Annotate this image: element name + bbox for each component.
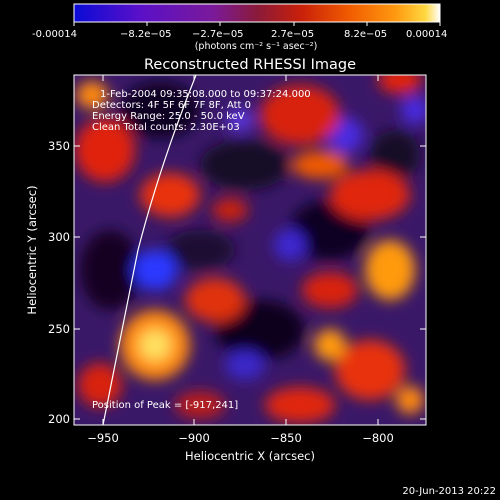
y-tick-label: 250 [48,322,70,336]
colorbar-tick-label: 8.2e−05 [344,29,387,40]
x-axis-label: Heliocentric X (arcsec) [185,449,315,463]
footer-timestamp: 20-Jun-2013 20:22 [402,486,496,497]
rhessi-image [74,75,426,425]
y-axis-label: Heliocentric Y (arcsec) [25,185,39,314]
colorbar-ticks [73,22,441,26]
plot-title: Reconstructed RHESSI Image [144,57,356,73]
colorbar-unit-label: (photons cm⁻² s⁻¹ asec⁻²) [195,41,318,52]
colorbar [73,3,441,23]
info-detectors: Detectors: 4F 5F 6F 7F 8F, Att 0 [92,100,251,111]
colorbar-tick-label: 0.00014 [406,29,447,40]
colorbar-tick-label: −8.2e−05 [120,29,172,40]
y-axis-ticks [74,145,426,420]
info-clean-counts: Clean Total counts: 2.30E+03 [92,122,240,133]
colorbar-tick-label: -0.00014 [32,29,77,40]
y-tick-label: 300 [48,230,70,244]
x-tick-label: −850 [270,431,302,445]
colorbar-tick-label: 2.7e−05 [271,29,314,40]
x-axis-ticks [102,75,379,425]
info-energy-range: Energy Range: 25.0 - 50.0 keV [92,111,245,122]
plot-frame [73,74,427,426]
solar-limb [102,75,197,425]
x-tick-label: −950 [87,431,119,445]
x-tick-label: −900 [178,431,210,445]
x-tick-label: −800 [362,431,394,445]
info-time-range: 1-Feb-2004 09:35:08.000 to 09:37:24.000 [100,89,311,100]
y-tick-label: 200 [48,412,70,426]
peak-position-label: Position of Peak = [-917,241] [92,400,238,411]
colorbar-tick-label: −2.7e−05 [192,29,244,40]
y-tick-label: 350 [48,139,70,153]
